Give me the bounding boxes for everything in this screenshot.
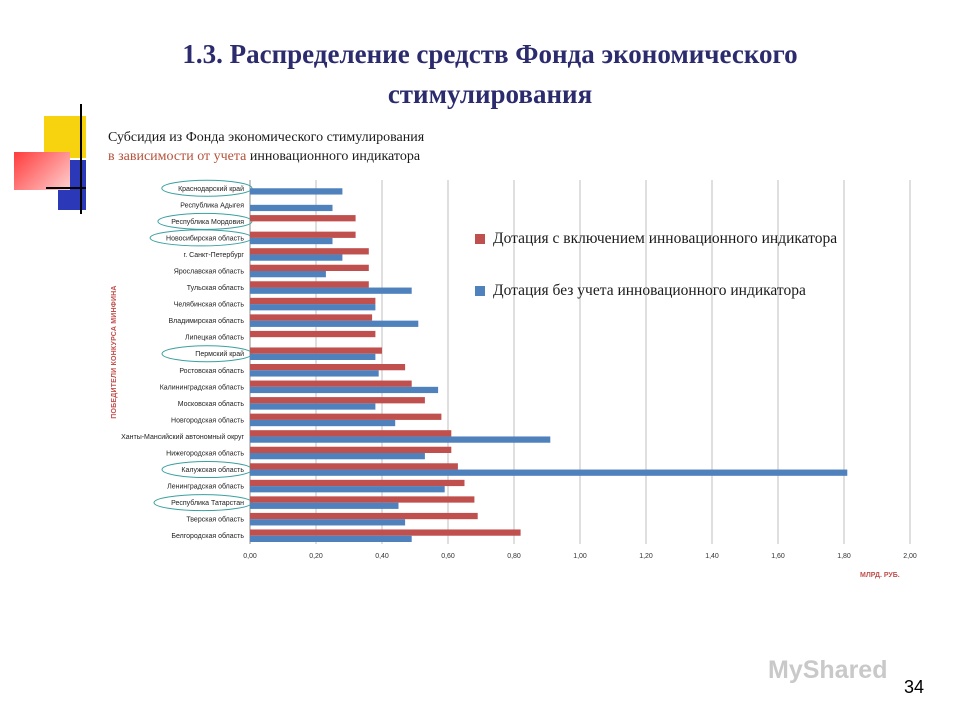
- y-tick-label: Белгородская область: [171, 532, 244, 540]
- y-tick-label: Ленинградская область: [167, 483, 244, 491]
- bar-red: [250, 397, 425, 404]
- x-tick-label: 1,40: [705, 553, 719, 560]
- x-tick-label: 0,20: [309, 553, 323, 560]
- bar-blue: [250, 519, 406, 526]
- x-tick-label: 1,20: [639, 553, 653, 560]
- x-tick-label: 1,60: [771, 553, 785, 560]
- y-tick-label: Московская область: [178, 400, 245, 408]
- x-tick-label: 0,00: [243, 553, 257, 560]
- y-tick-label: Нижегородская область: [166, 450, 244, 458]
- deco-yellow-square: [44, 116, 86, 158]
- x-tick-label: 2,00: [903, 553, 917, 560]
- y-tick-label: Ханты-Мансийский автономный округ: [121, 433, 244, 441]
- legend-swatch-blue: [475, 286, 485, 296]
- bar-blue: [250, 469, 848, 476]
- bar-blue: [250, 436, 551, 443]
- bar-red: [250, 264, 369, 271]
- y-tick-label: Ростовская область: [179, 367, 244, 375]
- y-tick-label: Республика Татарстан: [171, 499, 244, 507]
- bar-red: [250, 413, 442, 420]
- bar-blue: [250, 254, 343, 261]
- bar-red: [250, 380, 412, 387]
- bar-blue: [250, 453, 425, 460]
- y-tick-label: Калининградская область: [160, 383, 245, 391]
- x-tick-label: 1,00: [573, 553, 587, 560]
- bar-blue: [250, 370, 379, 377]
- y-tick-label: Республика Мордовия: [171, 218, 244, 226]
- bar-red: [250, 496, 475, 503]
- bar-red: [250, 314, 373, 321]
- legend-item-red: Дотация с включением инновационного инди…: [475, 226, 915, 252]
- chart-subtitle-line1: Субсидия из Фонда экономического стимули…: [108, 130, 425, 145]
- y-tick-label: Калужская область: [181, 466, 244, 474]
- y-tick-label: г. Санкт-Петербург: [184, 251, 245, 259]
- bar-blue: [250, 502, 399, 509]
- y-tick-label: Ярославская область: [174, 268, 245, 276]
- chart-subtitle-line2: в зависимости от учета инновационного ин…: [108, 149, 420, 165]
- bar-red: [250, 281, 369, 288]
- bar-blue: [250, 304, 376, 311]
- bar-red: [250, 231, 356, 238]
- legend-swatch-red: [475, 234, 485, 244]
- deco-red-square: [14, 152, 70, 190]
- legend-label-red: Дотация с включением инновационного инди…: [493, 230, 838, 247]
- bar-blue: [250, 486, 445, 493]
- y-tick-label: Краснодарский край: [178, 185, 244, 193]
- bar-red: [250, 463, 458, 470]
- y-tick-label: Тульская область: [187, 284, 245, 292]
- bar-red: [250, 529, 521, 536]
- y-tick-label: Челябинская область: [174, 301, 245, 309]
- bar-blue: [250, 204, 333, 212]
- x-tick-label: 0,60: [441, 553, 455, 560]
- deco-vertical-line: [80, 104, 82, 214]
- legend-item-blue: Дотация без учета инновационного индикат…: [475, 278, 915, 304]
- x-tick-label: 1,80: [837, 553, 851, 560]
- watermark-logo: MyShared: [768, 656, 888, 684]
- bar-red: [250, 215, 356, 222]
- y-tick-label: Владимирская область: [168, 317, 244, 325]
- x-tick-label: 0,40: [375, 553, 389, 560]
- legend-label-blue: Дотация без учета инновационного индикат…: [493, 282, 806, 299]
- y-tick-label: Республика Адыгея: [180, 201, 244, 209]
- bar-red: [250, 248, 369, 255]
- bar-blue: [250, 535, 412, 542]
- page-title: 1.3. Распределение средств Фонда экономи…: [182, 39, 798, 109]
- bar-blue: [250, 386, 439, 394]
- bar-blue: [250, 320, 419, 327]
- chart-legend: Дотация с включением инновационного инди…: [475, 226, 915, 330]
- bar-blue: [250, 188, 343, 195]
- bar-red: [250, 512, 478, 520]
- slide-number: 34: [904, 677, 925, 697]
- y-tick-label: Липецкая область: [185, 334, 244, 342]
- x-axis-units: МЛРД. РУБ.: [860, 572, 900, 579]
- bar-red: [250, 430, 452, 437]
- bar-red: [250, 364, 406, 371]
- bar-red: [250, 297, 376, 305]
- bar-blue: [250, 403, 376, 410]
- bar-blue: [250, 287, 412, 294]
- bar-red: [250, 347, 382, 354]
- bar-red: [250, 446, 452, 453]
- bar-red: [250, 330, 376, 338]
- bar-blue: [250, 237, 333, 245]
- chart-subtitle-highlight: в зависимости от учета: [108, 149, 247, 164]
- y-tick-label: Новосибирская область: [166, 234, 244, 242]
- bar-blue: [250, 419, 396, 427]
- x-tick-label: 0,80: [507, 553, 521, 560]
- bar-blue: [250, 353, 376, 360]
- y-tick-label: Новгородская область: [171, 416, 244, 424]
- y-tick-label: Тверская область: [186, 516, 244, 524]
- deco-horizontal-line: [46, 187, 86, 189]
- y-tick-label: Пермский край: [195, 350, 244, 358]
- chart-subtitle-rest: инновационного индикатора: [246, 149, 421, 164]
- bar-blue: [250, 271, 326, 278]
- bar-red: [250, 479, 465, 487]
